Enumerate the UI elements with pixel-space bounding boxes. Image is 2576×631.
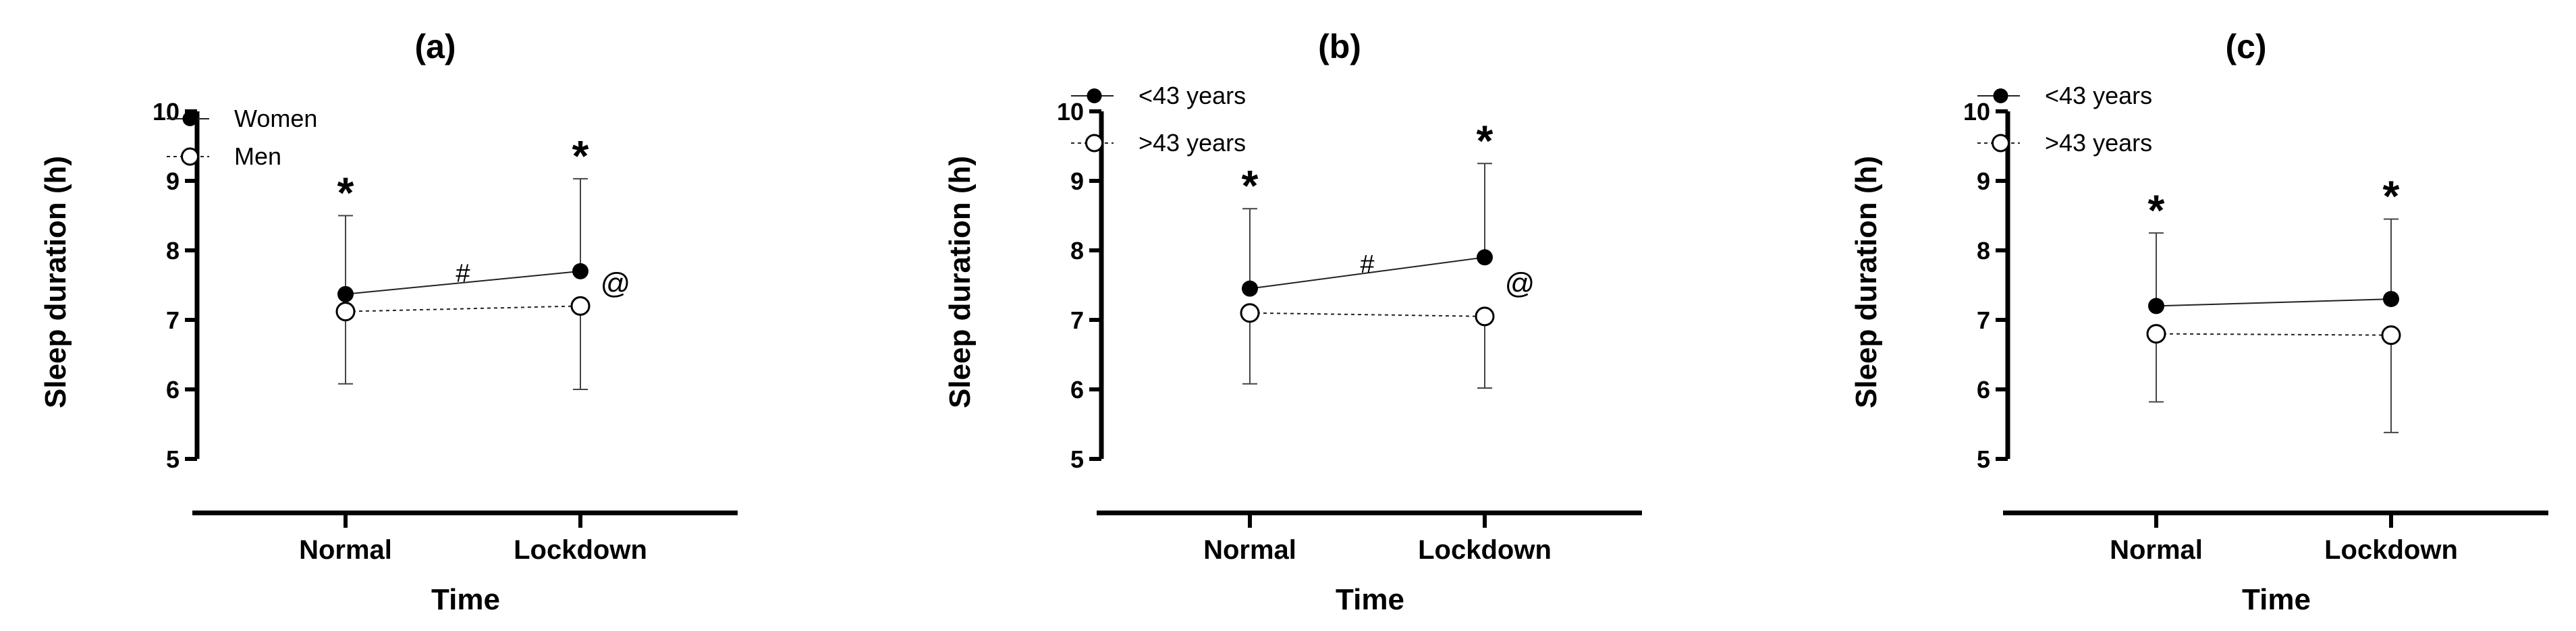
data-point <box>2148 298 2164 314</box>
annotation-mark: * <box>572 132 589 180</box>
annotation-mark: # <box>1360 250 1374 279</box>
y-tick-label: 6 <box>1070 376 1084 404</box>
x-tick-label: Normal <box>1203 535 1296 565</box>
legend-label: <43 years <box>2045 82 2152 109</box>
annotation-mark: # <box>456 259 470 287</box>
x-axis-label: Time <box>2242 583 2311 616</box>
chart-panel-1: (a) 5 6 7 8 9 10 Sleep duration (h) Normal Lockdo… <box>39 28 738 616</box>
y-tick-label: 8 <box>1977 237 1990 265</box>
data-point <box>337 285 354 302</box>
x-axis-label: Time <box>1336 583 1404 616</box>
data-point <box>335 302 356 322</box>
data-point <box>1475 306 1495 327</box>
x-axis-label: Time <box>431 583 500 616</box>
legend-label: Men <box>234 142 281 170</box>
y-tick-label: 5 <box>1977 445 1990 473</box>
y-tick-label: 9 <box>1977 167 1990 195</box>
series-line <box>1249 256 1485 290</box>
y-tick-label: 5 <box>166 445 180 473</box>
x-tick-label: Lockdown <box>1418 535 1552 565</box>
data-point <box>2383 291 2399 308</box>
legend-marker <box>1993 88 2008 103</box>
y-tick-label: 10 <box>1057 98 1084 126</box>
y-tick-label: 5 <box>1070 445 1084 473</box>
y-tick-label: 10 <box>153 98 180 126</box>
y-axis-label: Sleep duration (h) <box>39 156 72 408</box>
annotation-mark: * <box>2383 172 2400 221</box>
y-tick-label: 7 <box>1070 306 1084 334</box>
legend-marker <box>1085 134 1103 153</box>
data-point <box>1242 280 1258 297</box>
panel-title: (a) <box>414 28 456 65</box>
series-line <box>2156 298 2392 307</box>
chart-panel-2: (b) 5 6 7 8 9 10 Sleep duration (h) Normal Lockdo… <box>943 28 1642 616</box>
data-point <box>570 296 591 316</box>
y-tick-label: 8 <box>166 237 180 265</box>
legend-marker <box>1992 134 2010 153</box>
legend-marker <box>182 111 198 126</box>
y-axis-label: Sleep duration (h) <box>943 156 977 408</box>
y-axis-label: Sleep duration (h) <box>1850 156 1883 408</box>
panel-title: (c) <box>2225 28 2266 65</box>
series-line <box>2156 333 2392 336</box>
series-line <box>345 305 581 312</box>
legend-label: Women <box>234 105 317 132</box>
annotation-mark: * <box>337 169 354 217</box>
x-tick-label: Normal <box>2110 535 2203 565</box>
y-tick-label: 8 <box>1070 237 1084 265</box>
legend-marker <box>1087 88 1102 103</box>
chart-panel-3: (c) 5 6 7 8 9 10 Sleep duration (h) Normal Lockdo… <box>1850 28 2548 616</box>
y-tick-label: 6 <box>166 376 180 404</box>
series-line <box>345 270 581 295</box>
annotation-mark: * <box>1477 116 1493 165</box>
data-point <box>1477 249 1493 266</box>
legend-label: >43 years <box>1139 129 1246 157</box>
y-tick-label: 9 <box>1070 167 1084 195</box>
y-tick-label: 9 <box>166 167 180 195</box>
annotation-mark: * <box>1242 161 1259 210</box>
y-tick-label: 10 <box>1963 98 1990 126</box>
legend-label: >43 years <box>2045 129 2152 157</box>
legend-marker <box>181 147 199 166</box>
data-point <box>1240 303 1260 323</box>
series-line <box>1249 312 1485 317</box>
data-point <box>572 263 588 279</box>
annotation-mark: @ <box>1505 267 1535 300</box>
legend-label: <43 years <box>1139 82 1246 109</box>
y-tick-label: 7 <box>1977 306 1990 334</box>
annotation-mark: * <box>2148 186 2165 234</box>
y-tick-label: 6 <box>1977 376 1990 404</box>
data-point <box>2381 325 2401 346</box>
data-point <box>2146 324 2166 344</box>
y-tick-label: 7 <box>166 306 180 334</box>
annotation-mark: @ <box>601 267 631 300</box>
x-tick-label: Normal <box>299 535 392 565</box>
panel-title: (b) <box>1318 28 1361 65</box>
x-tick-label: Lockdown <box>2324 535 2458 565</box>
x-tick-label: Lockdown <box>514 535 647 565</box>
